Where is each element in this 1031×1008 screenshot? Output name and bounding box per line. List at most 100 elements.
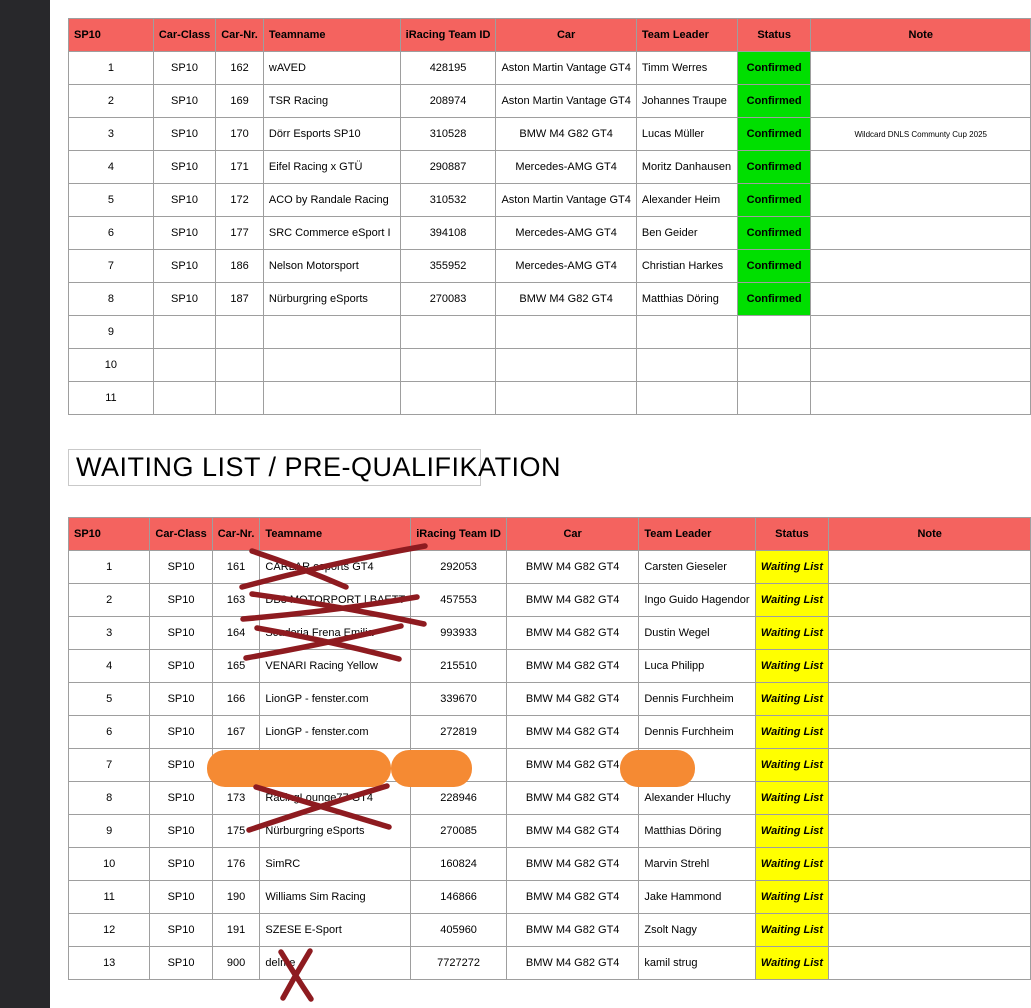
cell-note [828,880,1031,914]
cell-teamname: Eifel Racing x GTÜ [262,150,401,184]
table-row: 1 SP10 162 wAVED 428195 Aston Martin Vantage … [68,51,1031,85]
column-header-pos: SP10 [68,18,154,52]
cell-teamname: VENARI Racing Yellow [259,649,412,683]
cell-pos: 10 [68,348,154,382]
cell-note [828,781,1031,815]
cell-status: Waiting List [754,946,830,980]
cell-pos: 4 [67,649,151,683]
cell-car_class: SP10 [149,550,213,584]
cell-car: BMW M4 G82 GT4 [505,946,640,980]
sidebar-notch [50,0,58,8]
cell-pos: 8 [68,282,154,316]
cell-car [495,381,637,415]
cell-team_id [399,381,497,415]
table-row: 2 SP10 163 DB3 MOTORPORT | BAETT 457553 BMW M… [67,583,1031,617]
cell-status: Confirmed [736,51,812,85]
cell-car_nr: 172 [215,183,264,217]
cell-car_nr: 176 [211,847,261,881]
cell-car: Aston Martin Vantage GT4 [495,84,637,118]
cell-team_id: 292053 [410,550,507,584]
cell-pos: 6 [67,715,151,749]
cell-car_nr: 167 [211,715,261,749]
cell-leader: Christian Harkes [635,249,738,283]
cell-team_id: 270085 [410,814,507,848]
cell-pos: 1 [67,550,151,584]
cell-pos: 5 [68,183,154,217]
cell-leader [635,315,738,349]
cell-team_id [399,315,497,349]
cell-car_nr: 163 [211,583,261,617]
table-row: 8 SP10 187 Nürburgring eSports 270083 BMW M4 … [68,282,1031,316]
column-header-note: Note [810,18,1031,52]
cell-note [810,348,1031,382]
cell-car: BMW M4 G82 GT4 [505,814,640,848]
cell-car_class: SP10 [149,913,213,947]
cell-car_class: SP10 [152,150,217,184]
cell-pos: 1 [68,51,154,85]
cell-status: Waiting List [754,682,830,716]
header-row: SP10 Car-Class Car-Nr. Teamname iRacing Team… [68,18,1031,52]
cell-car: BMW M4 G82 GT4 [505,583,640,617]
cell-team_id: 394108 [399,216,497,250]
cell-car_class: SP10 [149,682,213,716]
table-row: 5 SP10 166 LionGP - fenster.com 339670 BMW M4… [67,682,1031,716]
cell-pos: 6 [68,216,154,250]
cell-pos: 7 [68,249,154,283]
cell-team_id: 457553 [410,583,507,617]
cell-car_class: SP10 [152,183,217,217]
cell-car_nr: 161 [211,550,261,584]
table-row: 9 [68,315,1031,349]
cell-note [810,150,1031,184]
column-header-note: Note [828,517,1031,551]
cell-car_class: SP10 [149,814,213,848]
cell-status: Confirmed [736,117,812,151]
cell-car: BMW M4 G82 GT4 [495,117,637,151]
cell-pos: 7 [67,748,151,782]
cell-car_nr: 173 [211,781,261,815]
column-header-leader: Team Leader [638,517,756,551]
table-row: 6 SP10 167 LionGP - fenster.com 272819 BMW M4… [67,715,1031,749]
cell-teamname [262,381,401,415]
column-header-car: Car [495,18,637,52]
column-header-team_id: iRacing Team ID [410,517,507,551]
cell-note [810,216,1031,250]
cell-teamname: RacingLounge77 GT4 [259,781,412,815]
cell-pos: 5 [67,682,151,716]
cell-status: Confirmed [736,216,812,250]
cell-leader: Dustin Wegel [638,616,756,650]
cell-leader [635,348,738,382]
table-row: 10 SP10 176 SimRC 160824 BMW M4 G82 GT4 Marvin… [67,847,1031,881]
cell-teamname: LionGP - fenster.com [259,715,412,749]
cell-note [810,315,1031,349]
cell-car_class: SP10 [149,880,213,914]
cell-note [810,51,1031,85]
cell-leader: Ingo Guido Hagendor [638,583,756,617]
cell-teamname: SimRC [259,847,412,881]
cell-team_id: 228946 [410,781,507,815]
cell-pos: 13 [67,946,151,980]
cell-leader: Timm Werres [635,51,738,85]
table-row: 7 SP10 BMW M4 G82 GT4 Waiting List [67,748,1031,782]
cell-car: BMW M4 G82 GT4 [505,781,640,815]
cell-car_class: SP10 [152,216,217,250]
cell-teamname: wAVED [262,51,401,85]
cell-car: BMW M4 G82 GT4 [505,682,640,716]
cell-leader: Alexander Hluchy [638,781,756,815]
cell-status [736,348,812,382]
cell-pos: 10 [67,847,151,881]
cell-pos: 8 [67,781,151,815]
column-header-pos: SP10 [67,517,151,551]
column-header-teamname: Teamname [262,18,401,52]
cell-car_class: SP10 [149,616,213,650]
cell-car: Mercedes-AMG GT4 [495,249,637,283]
cell-team_id: 310532 [399,183,497,217]
table-row: 13 SP10 900 delme 7727272 BMW M4 G82 GT4 kamil… [67,946,1031,980]
cell-leader [635,381,738,415]
cell-teamname: DB3 MOTORPORT | BAETT [259,583,412,617]
cell-team_id: 355952 [399,249,497,283]
cell-car_class: SP10 [152,84,217,118]
section-heading-box: WAITING LIST / PRE-QUALIFIKATION [68,449,561,486]
cell-car_class: SP10 [149,847,213,881]
table-row: 4 SP10 165 VENARI Racing Yellow 215510 BMW M4… [67,649,1031,683]
